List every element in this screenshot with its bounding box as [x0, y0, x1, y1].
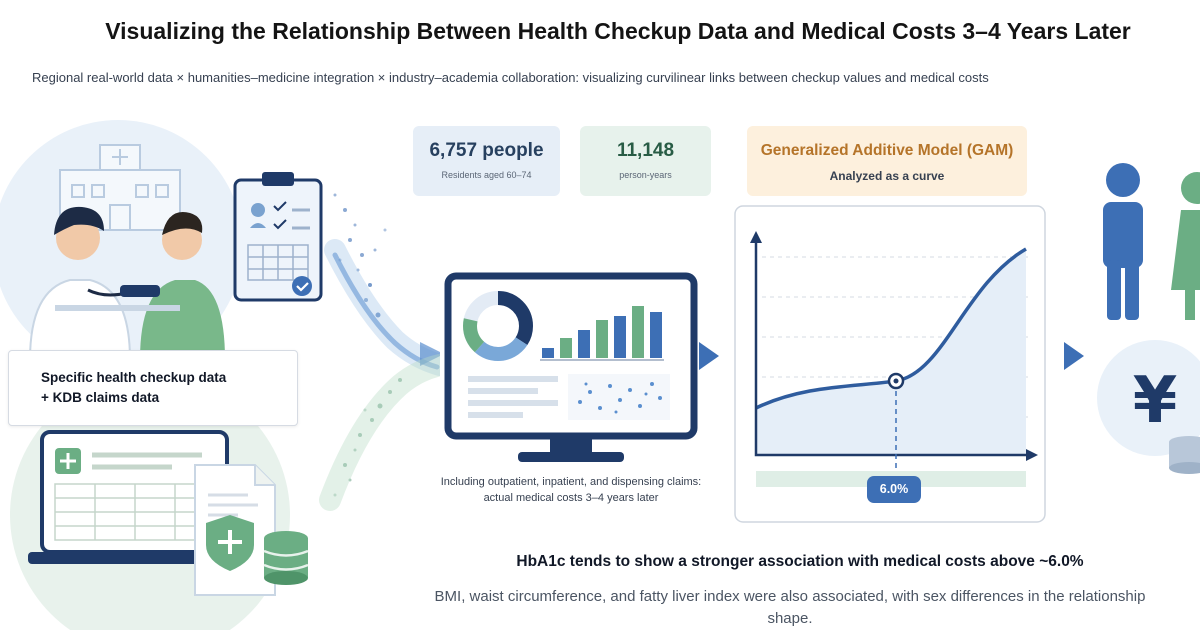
model-title: Generalized Additive Model (GAM) [760, 142, 1014, 159]
person-icon [1103, 163, 1143, 320]
clipboard-icon [233, 172, 323, 302]
patient-icon [120, 211, 225, 360]
finding-footnote: BMI, waist circumference, and fatty live… [434, 588, 1146, 627]
donut-chart-icon [463, 291, 533, 361]
svg-text:¥: ¥ [1133, 364, 1178, 438]
stat-label: Residents aged 60–74 [441, 170, 532, 180]
stat-value: 11,148 [616, 140, 675, 161]
yen-coin-icon: ¥ [1097, 340, 1200, 456]
database-icon [263, 531, 309, 585]
data-stream-top [333, 193, 387, 318]
shield-cross-icon [206, 515, 254, 571]
database-icon [1169, 436, 1200, 474]
data-source-text: Specific health checkup data + KDB claim… [41, 370, 227, 405]
monitor-icon [444, 272, 698, 462]
laptop-icon [28, 430, 241, 564]
chevron-right-icon [1064, 342, 1084, 370]
illustration-left [0, 120, 440, 630]
illustration-right: ¥ [1097, 163, 1200, 474]
claims-note: Including outpatient, inpatient, and dis… [440, 476, 702, 504]
scatter-icon [568, 374, 670, 420]
page-title: Visualizing the Relationship Between Hea… [105, 18, 1131, 44]
curve-area [756, 249, 1026, 455]
chevron-right-icon [699, 342, 719, 370]
bar-chart-icon [540, 306, 664, 361]
stat-box-people: 6,757 people Residents aged 60–74 [413, 126, 560, 196]
data-stream-bottom [333, 378, 402, 497]
page-subtitle: Regional real-world data × humanities–me… [32, 70, 989, 85]
stat-box-person-years: 11,148 person-years [580, 126, 711, 196]
stat-label: person-years [619, 170, 672, 180]
person-icon [1171, 172, 1200, 320]
model-subtitle: Analyzed as a curve [829, 169, 945, 183]
stat-value: 6,757 people [429, 140, 544, 161]
checkup-scene [0, 120, 243, 370]
threshold-label: 6.0% [867, 476, 921, 503]
hospital-icon [59, 144, 181, 231]
model-box: Generalized Additive Model (GAM) Analyze… [747, 126, 1027, 196]
finding-headline: HbA1c tends to show a stronger associati… [516, 553, 1084, 570]
claims-scene [10, 375, 309, 630]
data-source-card: Specific health checkup data + KDB claim… [8, 350, 298, 426]
